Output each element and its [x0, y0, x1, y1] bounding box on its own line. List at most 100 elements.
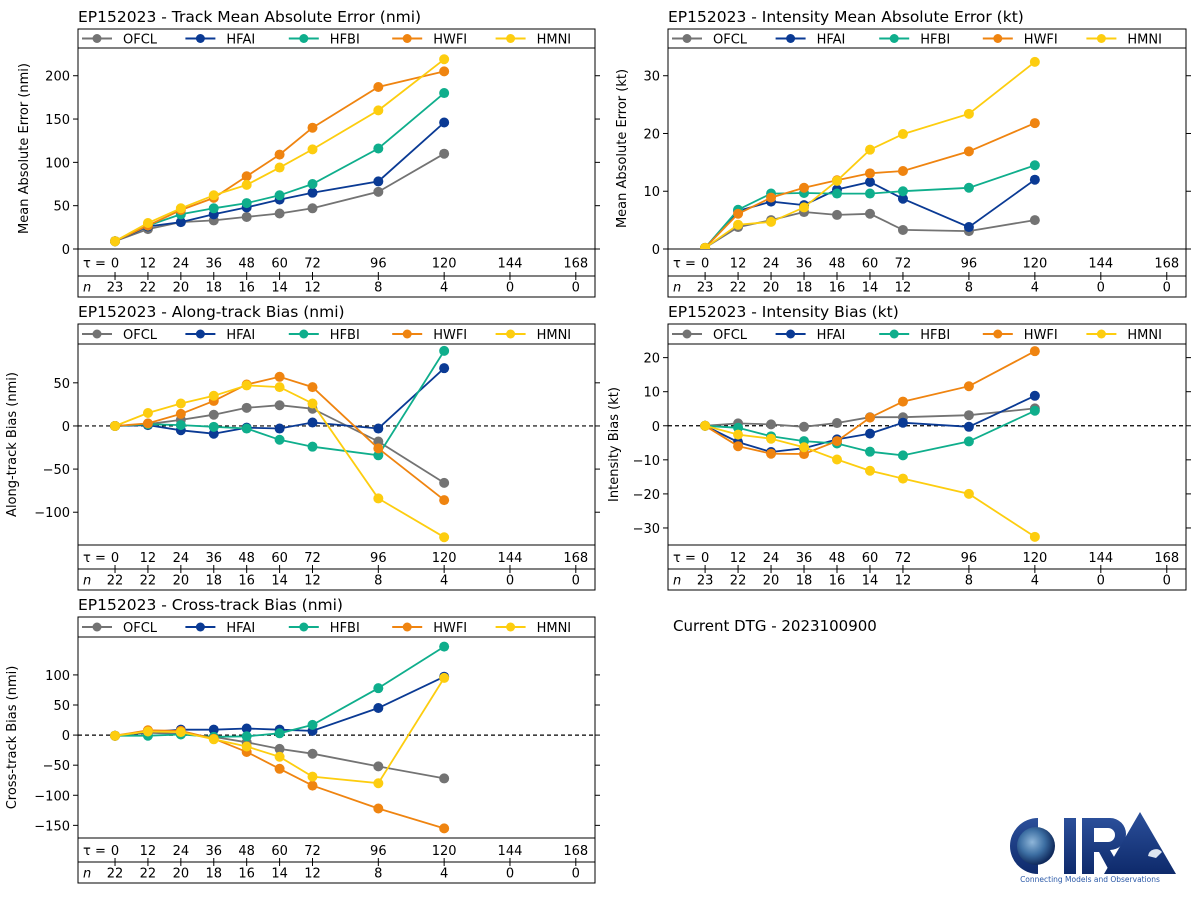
n-count-label: 0 — [572, 867, 580, 882]
y-tick-label: −10 — [633, 454, 660, 469]
chart-intensity-mae: EP152023 - Intensity Mean Absolute Error… — [615, 8, 1191, 298]
data-point — [439, 66, 450, 77]
data-point — [307, 203, 318, 214]
tau-tick-label: 72 — [895, 257, 912, 272]
data-point — [208, 724, 219, 735]
data-point — [307, 780, 318, 791]
chart-along-track-bias: EP152023 - Along-track Bias (nmi) OFCL HFA… — [5, 303, 600, 591]
tau-tick-label: 120 — [1022, 257, 1047, 272]
tau-tick-label: 72 — [304, 844, 321, 859]
data-point — [439, 495, 450, 506]
legend-marker — [299, 34, 309, 43]
legend-item-hfai: HFAI — [185, 621, 255, 636]
legend-marker — [506, 329, 516, 339]
tau-tick-label: 0 — [701, 551, 709, 566]
data-point — [799, 442, 810, 453]
tau-tick-label: 120 — [432, 257, 457, 272]
data-point — [963, 421, 974, 432]
legend-item-hfai: HFAI — [775, 328, 845, 343]
legend-label: HFAI — [817, 33, 846, 48]
logo-letter-a — [1104, 812, 1176, 874]
data-point — [963, 222, 974, 233]
legend-label: HFBI — [920, 33, 950, 48]
y-tick-label: 150 — [45, 113, 70, 128]
legend-marker — [195, 329, 205, 339]
data-point — [175, 217, 186, 228]
plot-area — [700, 56, 1040, 249]
tau-tick-label: 60 — [271, 844, 288, 859]
y-tick-label: 100 — [45, 156, 70, 171]
data-point — [307, 417, 318, 428]
legend-item-hmni: HMNI — [1086, 33, 1162, 48]
legend-marker — [682, 34, 692, 43]
n-count-label: 18 — [205, 867, 222, 882]
plot-area — [700, 346, 1040, 542]
legend-item-hfbi: HFBI — [288, 621, 360, 636]
y-axis-label: Cross-track Bias (nmi) — [5, 666, 20, 810]
n-count-label: 0 — [572, 574, 580, 589]
y-axis-label: Along-track Bias (nmi) — [5, 372, 20, 517]
data-point — [897, 186, 908, 197]
data-point — [897, 473, 908, 484]
data-point — [700, 420, 711, 431]
data-point — [963, 108, 974, 119]
n-count-label: 8 — [374, 281, 382, 296]
plot-area — [110, 345, 450, 543]
data-point — [241, 198, 252, 209]
tau-tick-label: 72 — [895, 551, 912, 566]
tau-tick-label: 12 — [730, 551, 747, 566]
n-count-label: 20 — [173, 281, 190, 296]
data-point — [1029, 531, 1040, 542]
legend-marker — [682, 329, 692, 339]
tau-tick-label: 144 — [498, 257, 523, 272]
n-count-label: 12 — [895, 574, 912, 589]
data-point — [208, 390, 219, 401]
n-count-label: 8 — [374, 867, 382, 882]
data-point — [307, 144, 318, 155]
n-count-label: 0 — [572, 281, 580, 296]
n-count-label: 16 — [238, 867, 255, 882]
tau-tick-label: 144 — [498, 844, 523, 859]
satellite-dish-icon — [1148, 849, 1162, 858]
legend-label: HFAI — [226, 328, 255, 343]
data-point — [963, 146, 974, 157]
data-point — [832, 436, 843, 447]
n-count-label: 20 — [763, 281, 780, 296]
legend-item-hwfi: HWFI — [982, 33, 1058, 48]
data-point — [733, 219, 744, 230]
legend-item-hfbi: HFBI — [288, 33, 360, 48]
y-tick-label: 10 — [643, 386, 660, 401]
n-count-label: 22 — [140, 281, 157, 296]
legend-item-hwfi: HWFI — [392, 328, 467, 343]
legend-label: HWFI — [433, 328, 467, 343]
series-hmni — [110, 672, 450, 789]
n-count-label: 0 — [1163, 281, 1171, 296]
tau-tick-label: 24 — [173, 844, 190, 859]
legend-item-hmni: HMNI — [495, 621, 571, 636]
legend-marker — [889, 329, 899, 339]
n-count-label: 4 — [440, 867, 448, 882]
n-count-label: 4 — [1031, 281, 1039, 296]
data-point — [110, 236, 121, 247]
series-hmni — [110, 54, 450, 247]
y-tick-label: −100 — [34, 506, 70, 521]
data-point — [439, 672, 450, 683]
n-count-label: 0 — [506, 281, 514, 296]
data-point — [208, 190, 219, 201]
n-count-label: 8 — [374, 574, 382, 589]
data-point — [142, 726, 153, 737]
data-point — [766, 192, 777, 203]
data-point — [175, 727, 186, 738]
y-tick-label: 20 — [643, 352, 660, 367]
y-tick-label: −20 — [633, 488, 660, 503]
data-point — [110, 420, 121, 431]
data-point — [733, 429, 744, 440]
data-point — [373, 143, 384, 154]
data-point — [175, 420, 186, 431]
tau-tick-label: 60 — [271, 551, 288, 566]
n-count-label: 16 — [238, 574, 255, 589]
data-point — [274, 751, 285, 762]
tau-prefix: τ = — [673, 257, 696, 272]
chart-cross-track-bias: EP152023 - Cross-track Bias (nmi) OFCL HFA… — [5, 596, 600, 884]
